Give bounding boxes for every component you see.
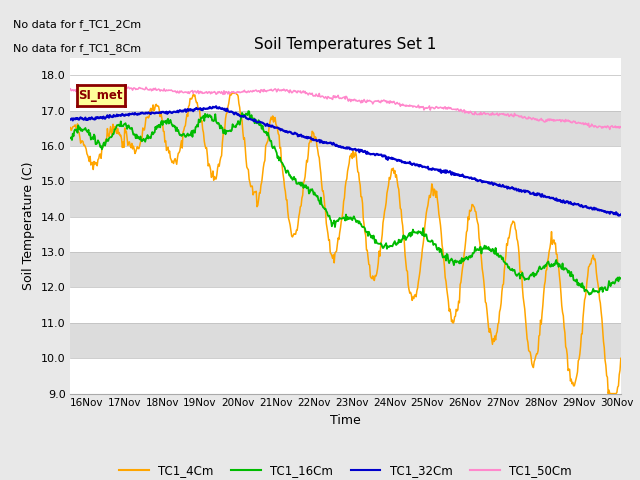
- Bar: [70, 323, 621, 358]
- Text: No data for f_TC1_2Cm: No data for f_TC1_2Cm: [13, 19, 141, 30]
- Text: No data for f_TC1_8Cm: No data for f_TC1_8Cm: [13, 43, 141, 54]
- Bar: [70, 252, 621, 288]
- Bar: [70, 181, 621, 217]
- Bar: [70, 111, 621, 146]
- Text: SI_met: SI_met: [79, 89, 123, 102]
- X-axis label: Time: Time: [330, 414, 361, 427]
- Y-axis label: Soil Temperature (C): Soil Temperature (C): [22, 161, 35, 290]
- Title: Soil Temperatures Set 1: Soil Temperatures Set 1: [255, 37, 436, 52]
- Legend: TC1_4Cm, TC1_16Cm, TC1_32Cm, TC1_50Cm: TC1_4Cm, TC1_16Cm, TC1_32Cm, TC1_50Cm: [115, 459, 577, 480]
